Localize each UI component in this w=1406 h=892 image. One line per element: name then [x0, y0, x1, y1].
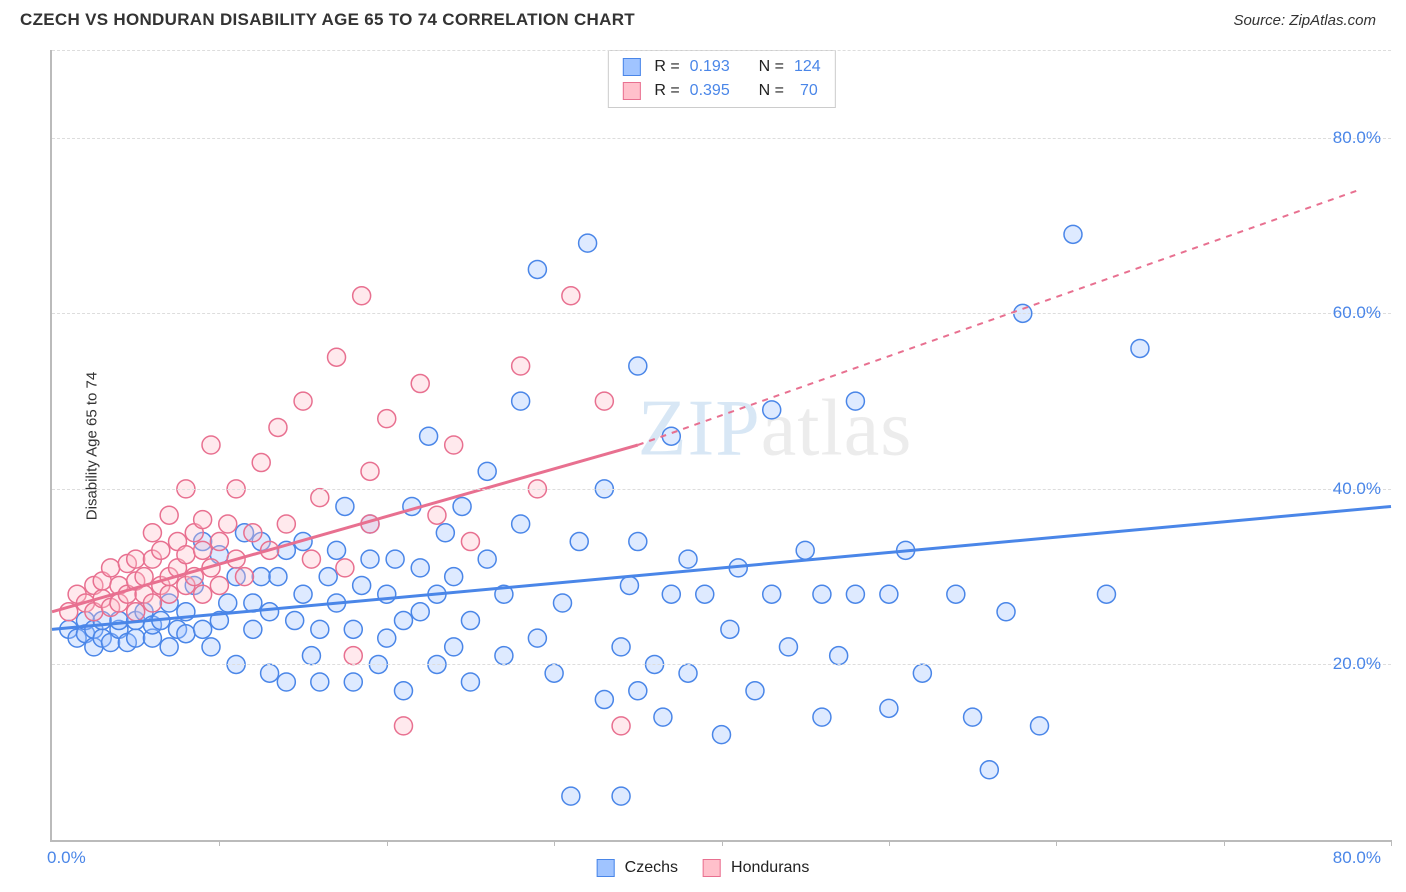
legend-bottom: Czechs Hondurans [597, 859, 810, 877]
chart-container: CZECH VS HONDURAN DISABILITY AGE 65 TO 7… [0, 0, 1406, 892]
swatch-czechs-bottom [597, 859, 615, 877]
plot-area: ZIPatlas R = 0.193 N = 124 R = 0.395 N =… [50, 50, 1391, 842]
scatter-svg [52, 50, 1391, 840]
legend-item-czechs: Czechs [597, 859, 678, 877]
y-gridlabel: 80.0% [1333, 128, 1381, 148]
chart-title: CZECH VS HONDURAN DISABILITY AGE 65 TO 7… [20, 10, 635, 30]
swatch-hondurans [622, 82, 640, 100]
n-value-czechs: 124 [794, 55, 821, 79]
source-label: Source: ZipAtlas.com [1233, 12, 1376, 29]
swatch-czechs [622, 58, 640, 76]
r-label-2: R = [654, 79, 679, 103]
legend-row-czechs: R = 0.193 N = 124 [622, 55, 820, 79]
legend-row-hondurans: R = 0.395 N = 70 [622, 79, 820, 103]
x-min-label: 0.0% [47, 848, 86, 868]
legend-label-hondurans: Hondurans [731, 859, 809, 877]
n-value-hondurans: 70 [794, 79, 818, 103]
y-gridlabel: 20.0% [1333, 654, 1381, 674]
n-label-2: N = [759, 79, 784, 103]
legend-label-czechs: Czechs [625, 859, 678, 877]
legend-top: R = 0.193 N = 124 R = 0.395 N = 70 [607, 50, 835, 108]
r-label: R = [654, 55, 679, 79]
header: CZECH VS HONDURAN DISABILITY AGE 65 TO 7… [0, 0, 1406, 41]
legend-item-hondurans: Hondurans [703, 859, 809, 877]
r-value-czechs: 0.193 [690, 55, 730, 79]
y-gridlabel: 60.0% [1333, 303, 1381, 323]
x-max-label: 80.0% [1333, 848, 1381, 868]
swatch-hondurans-bottom [703, 859, 721, 877]
y-gridlabel: 40.0% [1333, 479, 1381, 499]
n-label: N = [759, 55, 784, 79]
r-value-hondurans: 0.395 [690, 79, 730, 103]
